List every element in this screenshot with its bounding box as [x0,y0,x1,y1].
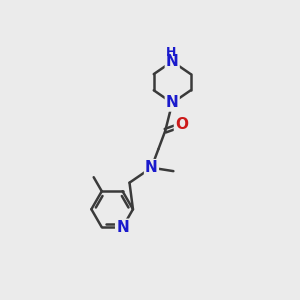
Text: H: H [166,46,176,59]
Text: N: N [116,220,129,235]
Text: N: N [145,160,158,175]
Text: O: O [175,117,188,132]
Text: N: N [166,54,178,69]
Text: N: N [166,95,178,110]
